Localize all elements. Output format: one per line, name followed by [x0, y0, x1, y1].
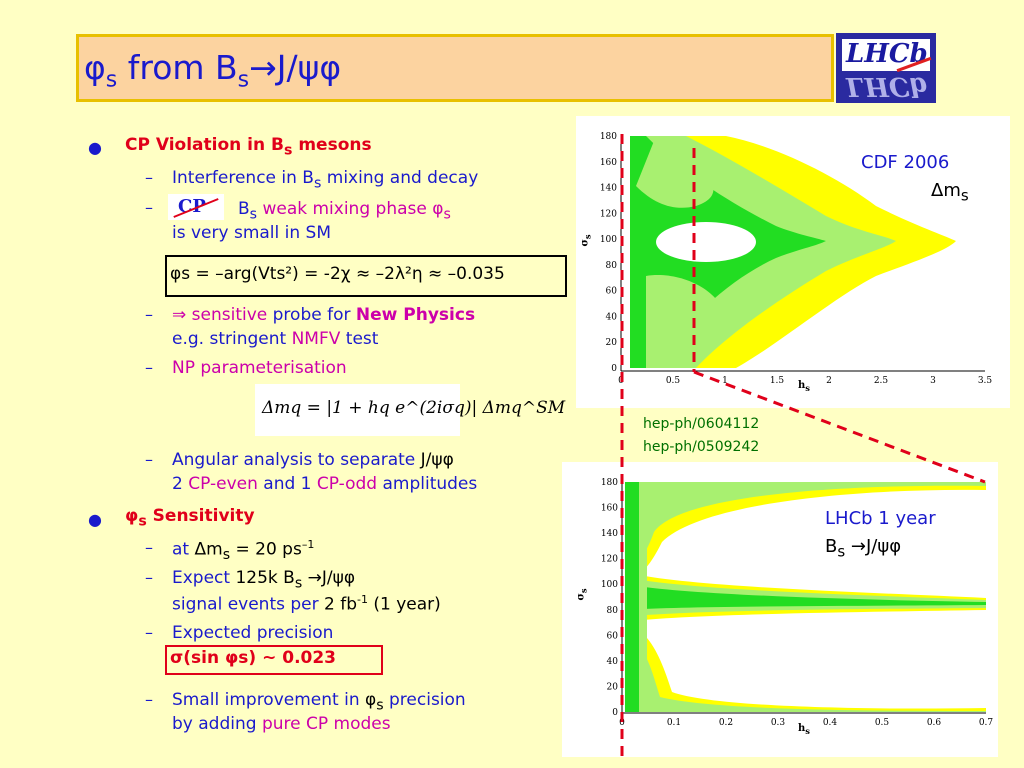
sub-precision: Expected precision: [172, 623, 334, 643]
sub-angular: Angular analysis to separate J/ψφ: [172, 450, 454, 470]
x-tick-label: 0.6: [927, 718, 942, 728]
plot2-xlabel: hs: [798, 723, 810, 736]
y-tick-label: 140: [601, 529, 618, 539]
x-tick-label: 3: [930, 376, 936, 386]
x-tick-label: 2.5: [874, 376, 889, 386]
y-tick-label: 20: [607, 682, 619, 692]
title-box: [76, 34, 834, 102]
y-tick-label: 180: [601, 478, 618, 488]
dash: –: [145, 168, 153, 187]
cdf-label: CDF 2006: [861, 152, 950, 173]
sub-delta-ms: at Δms = 20 ps–1: [172, 538, 315, 564]
bullet-sensitivity: φs Sensitivity: [125, 506, 255, 530]
dash: –: [145, 198, 153, 217]
bullet-cp-violation: CP Violation in Bs mesons: [125, 135, 372, 159]
x-tick-label: 0.5: [875, 718, 890, 728]
bullet-dot: ●: [88, 510, 102, 529]
y-tick-label: 80: [606, 261, 618, 271]
bullet-dot: ●: [88, 138, 102, 157]
y-tick-label: 120: [601, 555, 618, 565]
dash: –: [145, 538, 153, 557]
y-tick-label: 0: [611, 364, 617, 374]
dash: –: [145, 305, 153, 324]
lhcb-year-label: LHCb 1 year: [825, 508, 936, 529]
x-tick-label: 1.5: [770, 376, 785, 386]
ref-2: hep-ph/0509242: [643, 439, 760, 455]
plot1-xlabel: hs: [798, 380, 810, 393]
y-tick-label: 80: [607, 606, 619, 616]
y-tick-label: 40: [607, 657, 619, 667]
sub-small-improvement-line2: by adding pure CP modes: [172, 714, 391, 734]
delta-ms-label: Δms: [931, 180, 969, 205]
sub-weak-phase: Bs weak mixing phase φs: [238, 199, 451, 223]
lhcb-contour-plot: 0 20 40 60 80 100 120 140 160 180 0 0.1 0.2 0.3 0.4 0.…: [562, 462, 998, 757]
y-tick-label: 160: [600, 158, 617, 168]
bs-jpsiphi-label: Bs →J/ψφ: [825, 536, 902, 561]
y-tick-label: 100: [600, 235, 617, 245]
y-tick-label: 140: [600, 184, 617, 194]
y-tick-label: 100: [601, 580, 618, 590]
precision-box: [165, 645, 383, 675]
sub-np-param: NP parameterisation: [172, 358, 347, 378]
x-tick-label: 0.7: [979, 718, 994, 728]
x-tick-label: 2: [826, 376, 832, 386]
sub-small-improvement: Small improvement in φs precision: [172, 690, 466, 714]
sub-sensitive-probe-line2: e.g. stringent NMFV test: [172, 329, 379, 349]
np-equation: Δmq = |1 + hq e^(2iσq)| Δmq^SM: [262, 398, 566, 418]
x-tick-label: 0.2: [719, 718, 733, 728]
dash: –: [145, 568, 153, 587]
y-tick-label: 180: [600, 132, 617, 142]
equation-box: [255, 384, 460, 436]
sub-interference: Interference in Bs mixing and decay: [172, 168, 479, 192]
x-tick-label: 0.1: [667, 718, 681, 728]
x-tick-label: 0: [619, 718, 625, 728]
y-tick-label: 20: [606, 338, 618, 348]
x-tick-label: 3.5: [978, 376, 993, 386]
y-tick-label: 0: [612, 708, 618, 718]
dash: –: [145, 358, 153, 377]
dash: –: [145, 623, 153, 642]
dash: –: [145, 690, 153, 709]
sub-angular-line2: 2 CP-even and 1 CP-odd amplitudes: [172, 474, 478, 494]
sub-expect-events: Expect 125k Bs →J/ψφ: [172, 568, 356, 592]
sub-sensitive-probe: ⇒ sensitive probe for New Physics: [172, 305, 476, 325]
lhcb-logo: LHCb LHCb: [836, 33, 936, 103]
sub-weak-phase-line2: is very small in SM: [172, 223, 332, 243]
formula-box: [165, 255, 567, 297]
x-tick-label: 0.3: [771, 718, 786, 728]
precision-value: σ(sin φs) ~ 0.023: [170, 648, 337, 668]
y-tick-label: 40: [606, 312, 618, 322]
dash: –: [145, 450, 153, 469]
x-tick-label: 1: [722, 376, 728, 386]
y-tick-label: 60: [606, 287, 618, 297]
y-tick-label: 60: [607, 631, 619, 641]
phi-s-formula: φs = –arg(Vts²) = -2χ ≈ –2λ²η ≈ –0.035: [170, 264, 505, 284]
y-tick-label: 120: [600, 209, 617, 219]
y-tick-label: 160: [601, 504, 618, 514]
slide-title: φs from Bs→J/ψφ: [84, 48, 342, 93]
x-tick-label: 0.5: [666, 376, 681, 386]
ref-1: hep-ph/0604112: [643, 416, 760, 432]
x-tick-label: 0.4: [823, 718, 838, 728]
sub-expect-events-line2: signal events per 2 fb-1 (1 year): [172, 593, 441, 615]
